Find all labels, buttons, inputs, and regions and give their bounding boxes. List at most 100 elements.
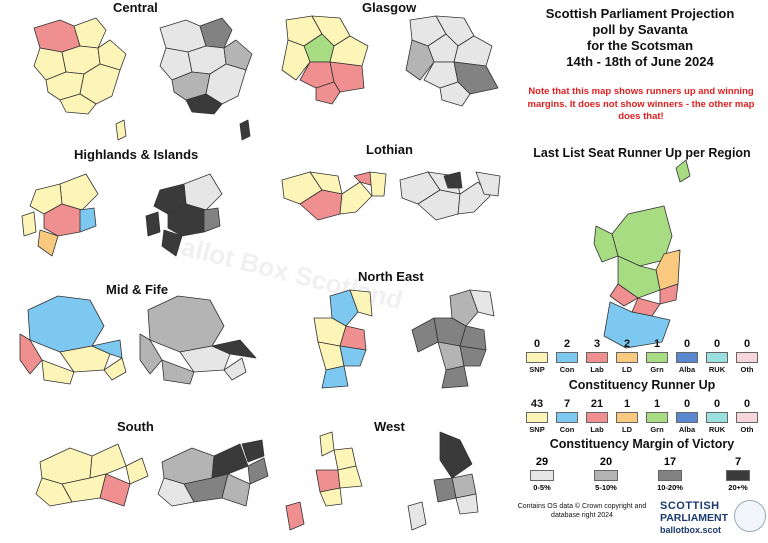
list-runner-up-legend-label: SNP: [529, 365, 545, 374]
constituency-runner-up-legend-swatch: [706, 412, 728, 423]
constituency-runner-up-legend-swatch: [616, 412, 638, 423]
map-south-runner-up: [35, 443, 149, 507]
list-runner-up-legend-label: Alba: [678, 365, 696, 374]
margin-legend-item: 17 10-20%: [650, 456, 690, 492]
map-note: Note that this map shows runners up and …: [527, 86, 755, 122]
constituency-runner-up-legend-label: Alba: [678, 425, 696, 434]
margin-legend-count: 29: [535, 456, 549, 468]
title-line-4: 14th - 18th of June 2024: [566, 54, 714, 69]
constituency-runner-up-legend-count: 7: [563, 398, 571, 410]
list-runner-up-legend-count: 0: [683, 338, 691, 350]
ballot-box-icon: [734, 500, 766, 532]
constituency-runner-up-legend-swatch: [676, 412, 698, 423]
list-runner-up-legend-item: 2 LD: [612, 338, 642, 374]
margin-legend-item: 7 20+%: [718, 456, 758, 492]
margin-of-victory-title: Constituency Margin of Victory: [549, 437, 735, 451]
constituency-runner-up-legend-count: 0: [713, 398, 721, 410]
list-runner-up-legend-count: 1: [653, 338, 661, 350]
list-runner-up-legend-swatch: [706, 352, 728, 363]
constituency-runner-up-legend-swatch: [526, 412, 548, 423]
constituency-runner-up-legend-item: 0 Oth: [732, 398, 762, 434]
map-scotland-list-runner-up: [593, 159, 691, 349]
list-runner-up-legend-item: 0 Oth: [732, 338, 762, 374]
list-runner-up-legend-label: Oth: [740, 365, 754, 374]
os-credit: Contains OS data © Crown copyright and d…: [517, 503, 647, 519]
margin-legend-count: 7: [734, 456, 742, 468]
constituency-runner-up-legend-count: 1: [653, 398, 661, 410]
region-title-highlands: Highlands & Islands: [74, 147, 199, 162]
margin-legend-label: 0-5%: [533, 483, 551, 492]
list-runner-up-legend-count: 0: [533, 338, 541, 350]
margin-legend-label: 5-10%: [595, 483, 617, 492]
region-title-northeast: North East: [358, 269, 424, 284]
list-runner-up-legend-count: 0: [743, 338, 751, 350]
constituency-runner-up-title: Constituency Runner Up: [568, 378, 716, 392]
list-runner-up-legend-count: 2: [563, 338, 571, 350]
poll-title: Scottish Parliament Projection poll by S…: [520, 6, 760, 70]
margin-legend-item: 29 0-5%: [522, 456, 562, 492]
margin-legend-swatch: [726, 470, 750, 481]
list-runner-up-legend-swatch: [586, 352, 608, 363]
constituency-runner-up-legend-count: 43: [530, 398, 544, 410]
region-title-central: Central: [113, 0, 158, 15]
list-runner-up-legend-label: LD: [622, 365, 632, 374]
title-line-1: Scottish Parliament Projection: [545, 6, 735, 21]
constituency-runner-up-legend-item: 7 Con: [552, 398, 582, 434]
logo-line-1: SCOTTISH: [660, 500, 720, 512]
margin-legend-label: 20+%: [728, 483, 748, 492]
map-south-margin: [157, 439, 269, 507]
margin-legend-item: 20 5-10%: [586, 456, 626, 492]
logo-line-3: ballotbox.scot: [660, 525, 722, 535]
constituency-runner-up-legend: 43 SNP 7 Con 21 Lab 1 LD 1 Grn 0 Alba 0 RUK 0 Oth: [522, 398, 762, 434]
list-runner-up-legend-swatch: [646, 352, 668, 363]
list-runner-up-legend-swatch: [526, 352, 548, 363]
constituency-runner-up-legend-label: Con: [559, 425, 575, 434]
constituency-runner-up-legend-item: 0 Alba: [672, 398, 702, 434]
constituency-runner-up-legend-label: LD: [622, 425, 632, 434]
constituency-runner-up-legend-swatch: [646, 412, 668, 423]
map-central-margin: [159, 17, 253, 115]
list-runner-up-legend-swatch: [676, 352, 698, 363]
map-northeast-runner-up: [313, 289, 373, 389]
map-west-margin: [407, 431, 479, 531]
title-line-3: for the Scotsman: [586, 38, 694, 53]
list-runner-up-legend-count: 3: [593, 338, 601, 350]
constituency-runner-up-legend-item: 0 RUK: [702, 398, 732, 434]
margin-legend-count: 20: [599, 456, 613, 468]
ballot-box-scotland-logo: SCOTTISH PARLIAMENT ballotbox.scot: [660, 498, 766, 540]
margin-legend-swatch: [594, 470, 618, 481]
map-west-runner-up: [285, 431, 363, 531]
list-runner-up-legend-item: 0 Alba: [672, 338, 702, 374]
list-runner-up-legend-swatch: [556, 352, 578, 363]
list-runner-up-legend-label: RUK: [708, 365, 726, 374]
list-runner-up-legend-label: Con: [559, 365, 575, 374]
region-title-glasgow: Glasgow: [362, 0, 417, 15]
map-glasgow-runner-up: [281, 15, 369, 105]
list-runner-up-legend-item: 1 Grn: [642, 338, 672, 374]
map-lothian-runner-up: [281, 171, 387, 221]
constituency-runner-up-legend-label: Oth: [740, 425, 754, 434]
constituency-runner-up-legend-item: 1 Grn: [642, 398, 672, 434]
list-runner-up-legend-count: 2: [623, 338, 631, 350]
constituency-runner-up-legend-label: SNP: [529, 425, 545, 434]
constituency-runner-up-legend-item: 21 Lab: [582, 398, 612, 434]
region-title-midfife: Mid & Fife: [106, 282, 169, 297]
list-runner-up-legend-label: Grn: [650, 365, 664, 374]
list-runner-up-legend-count: 0: [713, 338, 721, 350]
margin-legend-swatch: [530, 470, 554, 481]
constituency-runner-up-legend-count: 1: [623, 398, 631, 410]
margin-legend-count: 17: [663, 456, 677, 468]
list-runner-up-legend-item: 3 Lab: [582, 338, 612, 374]
list-runner-up-legend-item: 2 Con: [552, 338, 582, 374]
constituency-runner-up-legend-label: Lab: [590, 425, 604, 434]
region-title-west: West: [374, 419, 405, 434]
list-runner-up-legend: 0 SNP 2 Con 3 Lab 2 LD 1 Grn 0 Alba 0 RUK 0 Oth: [522, 338, 762, 374]
margin-legend-label: 10-20%: [657, 483, 683, 492]
constituency-runner-up-legend-swatch: [736, 412, 758, 423]
map-midfife-margin: [139, 295, 257, 385]
logo-line-2: PARLIAMENT: [660, 512, 729, 524]
constituency-runner-up-legend-label: RUK: [708, 425, 726, 434]
constituency-runner-up-legend-swatch: [586, 412, 608, 423]
